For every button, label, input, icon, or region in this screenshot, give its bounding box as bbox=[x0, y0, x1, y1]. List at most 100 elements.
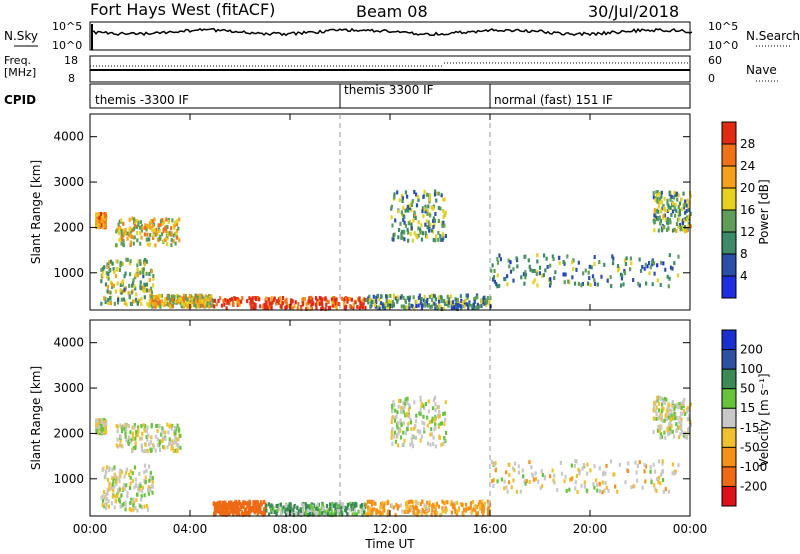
scatter-point bbox=[440, 421, 444, 426]
scatter-point bbox=[148, 272, 151, 277]
scatter-point bbox=[139, 220, 143, 225]
scatter-point bbox=[129, 475, 132, 480]
colorbar-swatch bbox=[722, 466, 736, 487]
scatter-point bbox=[395, 502, 398, 507]
scatter-point bbox=[686, 405, 689, 410]
scatter-point bbox=[673, 403, 676, 408]
scatter-point bbox=[277, 300, 280, 305]
scatter-point bbox=[173, 295, 176, 300]
scatter-point bbox=[103, 223, 106, 228]
scatter-point bbox=[403, 230, 406, 235]
scatter-point bbox=[174, 220, 177, 225]
scatter-point bbox=[411, 238, 414, 243]
scatter-point bbox=[404, 190, 408, 195]
scatter-point bbox=[129, 430, 132, 435]
scatter-point bbox=[96, 212, 99, 217]
scatter-point bbox=[392, 237, 395, 242]
scatter-point bbox=[100, 268, 103, 273]
scatter-point bbox=[156, 237, 160, 242]
scatter-point bbox=[265, 508, 268, 513]
scatter-point bbox=[667, 226, 670, 231]
scatter-point bbox=[102, 222, 105, 227]
scatter-point bbox=[493, 268, 496, 273]
station-title: Fort Hays West (fitACF) bbox=[90, 0, 275, 19]
scatter-point bbox=[470, 303, 473, 308]
scatter-point bbox=[586, 471, 589, 476]
scatter-point bbox=[434, 297, 437, 302]
scatter-point bbox=[155, 295, 158, 300]
scatter-point bbox=[344, 306, 347, 311]
scatter-point bbox=[106, 264, 109, 269]
scatter-point bbox=[103, 296, 106, 301]
scatter-point bbox=[150, 300, 153, 305]
scatter-point bbox=[187, 300, 190, 305]
scatter-point bbox=[668, 217, 672, 222]
scatter-point bbox=[473, 297, 476, 302]
scatter-point bbox=[291, 306, 294, 311]
scatter-point bbox=[426, 209, 429, 214]
scatter-point bbox=[551, 254, 554, 259]
scatter-point bbox=[434, 444, 438, 449]
scatter-point bbox=[492, 483, 495, 488]
scatter-point bbox=[435, 198, 438, 203]
scatter-point bbox=[368, 507, 371, 512]
scatter-point bbox=[241, 296, 244, 301]
scatter-point bbox=[667, 207, 670, 212]
scatter-point bbox=[128, 233, 131, 238]
scatter-point bbox=[104, 299, 107, 304]
cpid-segment-3: normal (fast) 151 IF bbox=[494, 93, 613, 107]
scatter-point bbox=[182, 302, 186, 307]
scatter-point bbox=[100, 223, 103, 228]
scatter-point bbox=[235, 508, 238, 513]
scatter-point bbox=[347, 297, 350, 302]
scatter-point bbox=[137, 259, 140, 264]
scatter-point bbox=[644, 479, 647, 484]
scatter-point bbox=[457, 303, 460, 308]
scatter-point bbox=[108, 481, 111, 486]
scatter-point bbox=[492, 478, 495, 483]
scatter-point bbox=[419, 412, 422, 417]
scatter-point bbox=[430, 293, 434, 298]
scatter-point bbox=[148, 478, 151, 483]
scatter-point bbox=[104, 282, 108, 287]
scatter-point bbox=[673, 434, 676, 439]
scatter-point bbox=[417, 226, 420, 231]
scatter-point bbox=[445, 302, 448, 307]
scatter-point bbox=[444, 500, 448, 505]
scatter-point bbox=[167, 219, 170, 224]
scatter-point bbox=[291, 505, 295, 510]
scatter-point bbox=[390, 215, 393, 220]
scatter-point bbox=[240, 299, 243, 304]
scatter-point bbox=[149, 488, 152, 493]
scatter-point bbox=[150, 423, 153, 428]
scatter-point bbox=[541, 473, 544, 478]
scatter-point bbox=[153, 217, 156, 222]
scatter-point bbox=[419, 509, 423, 514]
scatter-point bbox=[296, 505, 299, 510]
scatter-point bbox=[297, 512, 300, 517]
scatter-point bbox=[328, 502, 332, 507]
scatter-point bbox=[644, 464, 648, 469]
scatter-point bbox=[664, 217, 667, 222]
scatter-point bbox=[476, 511, 479, 516]
scatter-point bbox=[595, 478, 598, 483]
scatter-point bbox=[479, 504, 482, 509]
scatter-point bbox=[534, 471, 537, 476]
scatter-point bbox=[658, 395, 661, 400]
scatter-point bbox=[133, 284, 136, 289]
scatter-point bbox=[659, 221, 662, 226]
scatter-point bbox=[198, 304, 201, 309]
y-tick-label: 4000 bbox=[53, 336, 84, 350]
scatter-point bbox=[149, 219, 153, 224]
scatter-point bbox=[102, 215, 105, 220]
scatter-point bbox=[142, 274, 145, 279]
scatter-point bbox=[359, 301, 362, 306]
scatter-point bbox=[411, 444, 415, 449]
scatter-point bbox=[212, 501, 215, 506]
scatter-point bbox=[673, 227, 676, 232]
scatter-point bbox=[265, 305, 268, 310]
scatter-point bbox=[350, 503, 353, 508]
scatter-point bbox=[122, 501, 126, 506]
scatter-point bbox=[101, 427, 105, 432]
scatter-point bbox=[406, 400, 409, 405]
